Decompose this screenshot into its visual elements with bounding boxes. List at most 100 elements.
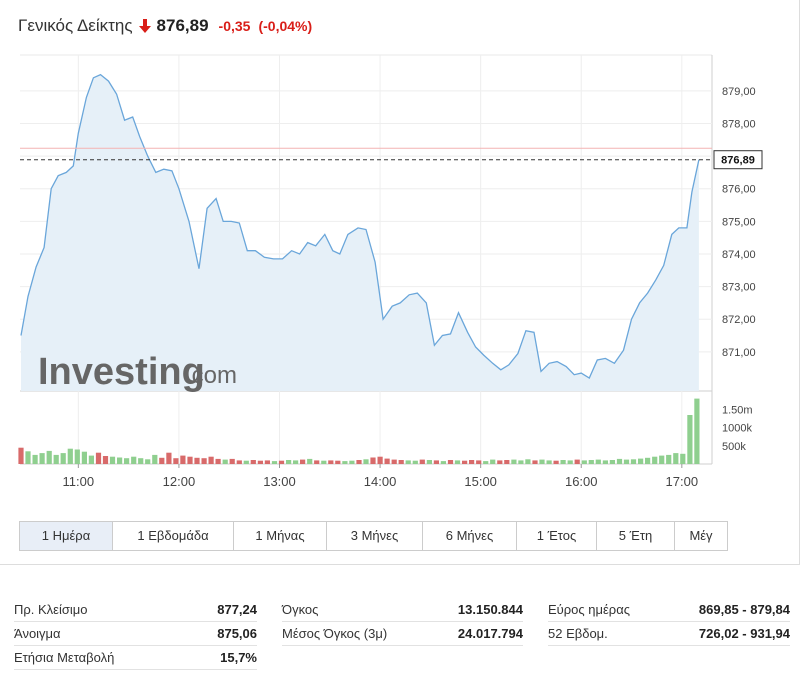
volume-bar [314,460,320,464]
volume-bar [173,458,179,464]
watermark-brand: Investing [38,351,205,393]
chart-panel: Γενικός Δείκτης 876,89 -0,35 (-0,04%) In… [0,0,800,565]
volume-bar [440,461,446,464]
tab-1-month[interactable]: 1 Μήνας [234,522,327,550]
volume-bar [201,458,207,464]
tab-1-year[interactable]: 1 Έτος [517,522,597,550]
volume-bar [74,449,80,464]
stat-label: Μέσος Όγκος (3μ) [282,626,388,641]
stat-value: 15,7% [220,650,257,665]
stat-label: Εύρος ημέρας [548,602,630,617]
volume-bar [539,459,545,464]
stat-value: 726,02 - 931,94 [698,626,790,641]
volume-bar [131,456,137,464]
stat-value: 869,85 - 879,84 [698,602,790,617]
index-price: 876,89 [156,16,209,35]
volume-bar [300,459,306,464]
y-tick-label: 871,00 [722,347,756,359]
volume-bar [159,457,165,464]
volume-bar [609,460,615,464]
y-tick-label: 876,00 [722,184,756,196]
volume-bar [454,460,461,464]
volume-bar [680,453,686,464]
price-chart[interactable]: Investing .com 879,00878,00877,00876,008… [0,0,800,520]
volume-bar [370,457,376,464]
tab-1-day[interactable]: 1 Ημέρα [20,522,113,550]
volume-bar [504,460,510,464]
stat-label: Όγκος [282,602,319,617]
volume-bar [328,460,334,464]
volume-bar [398,460,404,464]
stat-prev-close: Πρ. Κλείσιμο 877,24 [14,598,257,622]
down-arrow-icon [138,19,151,33]
volume-bar [335,460,341,464]
volume-tick-label: 1.50m [722,405,753,417]
volume-bar [419,459,425,464]
volume-bar [433,460,439,464]
stat-value: 877,24 [217,602,257,617]
volume-bar [638,458,644,464]
stat-value: 13.150.844 [457,602,523,617]
volume-bar [67,448,73,464]
stat-volume: Όγκος 13.150.844 [282,598,523,622]
volume-bar [574,459,580,464]
volume-bar [124,458,130,464]
volume-bar [447,460,454,464]
volume-bar [208,456,214,464]
volume-bar [490,459,496,464]
stat-open: Άνοιγμα 875,06 [14,622,257,646]
volume-bar [412,460,418,464]
tab-3-months[interactable]: 3 Μήνες [327,522,423,550]
volume-bar [349,460,355,464]
x-tick-label: 17:00 [666,474,699,489]
volume-bar [595,459,601,464]
volume-bar [138,458,144,464]
tab-6-months[interactable]: 6 Μήνες [423,522,517,550]
y-tick-label: 872,00 [722,314,756,326]
volume-bar [32,454,38,464]
volume-bar [694,398,700,464]
tab-1-week[interactable]: 1 Εβδομάδα [113,522,234,550]
volume-bar [215,458,221,464]
y-tick-label: 875,00 [722,216,756,228]
volume-bar [518,460,524,464]
y-tick-label: 879,00 [722,86,756,98]
y-tick-label: 878,00 [722,119,756,131]
stat-52-week-range: 52 Εβδομ. 726,02 - 931,94 [548,622,790,646]
volume-bar [81,451,87,464]
volume-bar [187,456,193,464]
volume-bar [525,459,531,464]
volume-tick-label: 1000k [722,423,752,435]
volume-bar [645,457,651,464]
volume-bar [166,452,172,464]
volume-bar [194,457,200,464]
x-tick-label: 14:00 [364,474,397,489]
y-tick-label: 874,00 [722,249,756,261]
volume-bar [426,460,432,464]
volume-bar [271,461,278,464]
stat-avg-volume: Μέσος Όγκος (3μ) 24.017.794 [282,622,523,646]
watermark-suffix: .com [185,362,237,389]
volume-bar [102,456,109,464]
volume-bar [229,458,235,464]
tab-max[interactable]: Μέγ [689,528,713,543]
volume-bar [391,459,397,464]
volume-bar [666,454,672,464]
tab-5-years[interactable]: 5 Έτη [597,522,675,550]
volume-bar [567,460,573,464]
volume-bar [581,460,587,464]
volume-bar [286,460,292,464]
volume-bar [278,460,285,464]
volume-bar [363,459,369,464]
volume-bar [511,459,517,464]
volume-bar [623,459,630,464]
volume-bar [53,454,59,464]
volume-bar [630,459,637,464]
current-price-label: 876,89 [721,155,755,167]
index-change: -0,35 [218,18,251,34]
volume-bar [462,460,468,464]
volume-bar [553,460,559,464]
investing-watermark: Investing .com [38,351,237,393]
stats-col-2: Όγκος 13.150.844 Μέσος Όγκος (3μ) 24.017.7… [282,598,523,646]
volume-bar [222,459,228,464]
